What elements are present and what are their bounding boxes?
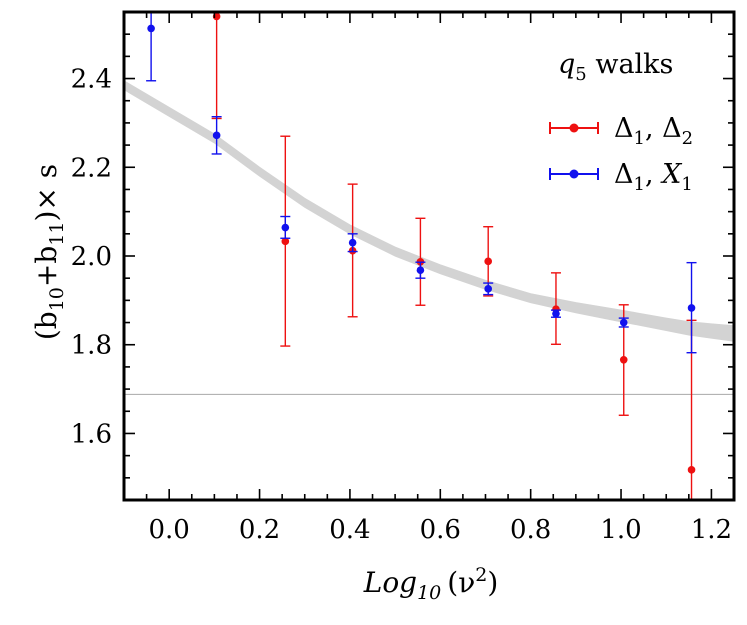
x-tick-label: 0.6 (420, 515, 461, 545)
y-tick-label: 2.2 (71, 153, 112, 183)
data-point (484, 285, 492, 293)
fit-band (124, 80, 734, 342)
x-axis-title-sup: 2 (475, 564, 487, 586)
data-point (416, 266, 425, 274)
legend: q5 walks Δ1, Δ2 Δ1, X1 (549, 49, 693, 195)
x-tick-label: 1.0 (600, 515, 641, 545)
legend-entry: Δ1, Δ2 (549, 113, 693, 149)
data-point (552, 309, 560, 318)
x-axis-title-main: Log (363, 566, 417, 599)
x-tick-label: 0.2 (239, 515, 280, 545)
y-tick-label: 2.4 (71, 65, 112, 95)
data-point (281, 223, 290, 232)
data-point (687, 466, 696, 474)
data-point (147, 24, 155, 33)
ticks-layer (124, 11, 734, 501)
data-point (619, 318, 628, 327)
series-1 (146, 12, 697, 354)
data-point (619, 356, 628, 364)
legend-label: Δ1, Δ2 (614, 113, 693, 149)
legend-entry: Δ1, X1 (549, 159, 693, 195)
legend-title-var: q (558, 49, 575, 80)
y-axis-title-p1: (b (30, 311, 63, 340)
y-axis-title-p2: )× s (30, 164, 63, 222)
x-tick-label: 0.8 (510, 515, 551, 545)
data-point (212, 131, 221, 140)
x-tick-label: 0.4 (329, 515, 370, 545)
plot-background (124, 12, 734, 500)
data-point (687, 304, 696, 312)
tick-labels-layer: 0.0 0.2 0.4 0.6 0.8 1.0 1.2 1.6 1.8 2.0 2.2 2.4 (71, 65, 732, 545)
y-axis-title: (b10+b11)× s (30, 164, 68, 340)
series-layer (146, 12, 697, 500)
data-point (281, 237, 290, 246)
y-axis-title-s2: 11 (46, 222, 68, 246)
x-tick-label: 1.2 (691, 515, 732, 545)
y-tick-label: 1.8 (71, 331, 112, 361)
data-point (484, 257, 492, 266)
legend-title-rest: walks (587, 49, 674, 80)
x-tick-label: 0.0 (149, 515, 190, 545)
legend-title-sub: 5 (575, 64, 586, 85)
legend-title: q5 walks (558, 49, 673, 85)
x-axis-title-arg: (ν (447, 566, 475, 599)
legend-entries: Δ1, Δ2 Δ1, X1 (549, 113, 693, 195)
plot-area (124, 12, 734, 500)
y-axis-title-plus: +b (30, 246, 63, 287)
data-point (348, 238, 357, 247)
x-axis-title: Log10 (ν2) (363, 564, 499, 604)
y-tick-label: 1.6 (71, 419, 112, 449)
x-axis-title-close: ) (487, 566, 498, 599)
y-axis-title-s1: 10 (46, 287, 68, 311)
legend-label: Δ1, X1 (614, 159, 693, 195)
x-axis-title-sub: 10 (417, 582, 441, 604)
y-tick-label: 2.0 (71, 242, 112, 272)
